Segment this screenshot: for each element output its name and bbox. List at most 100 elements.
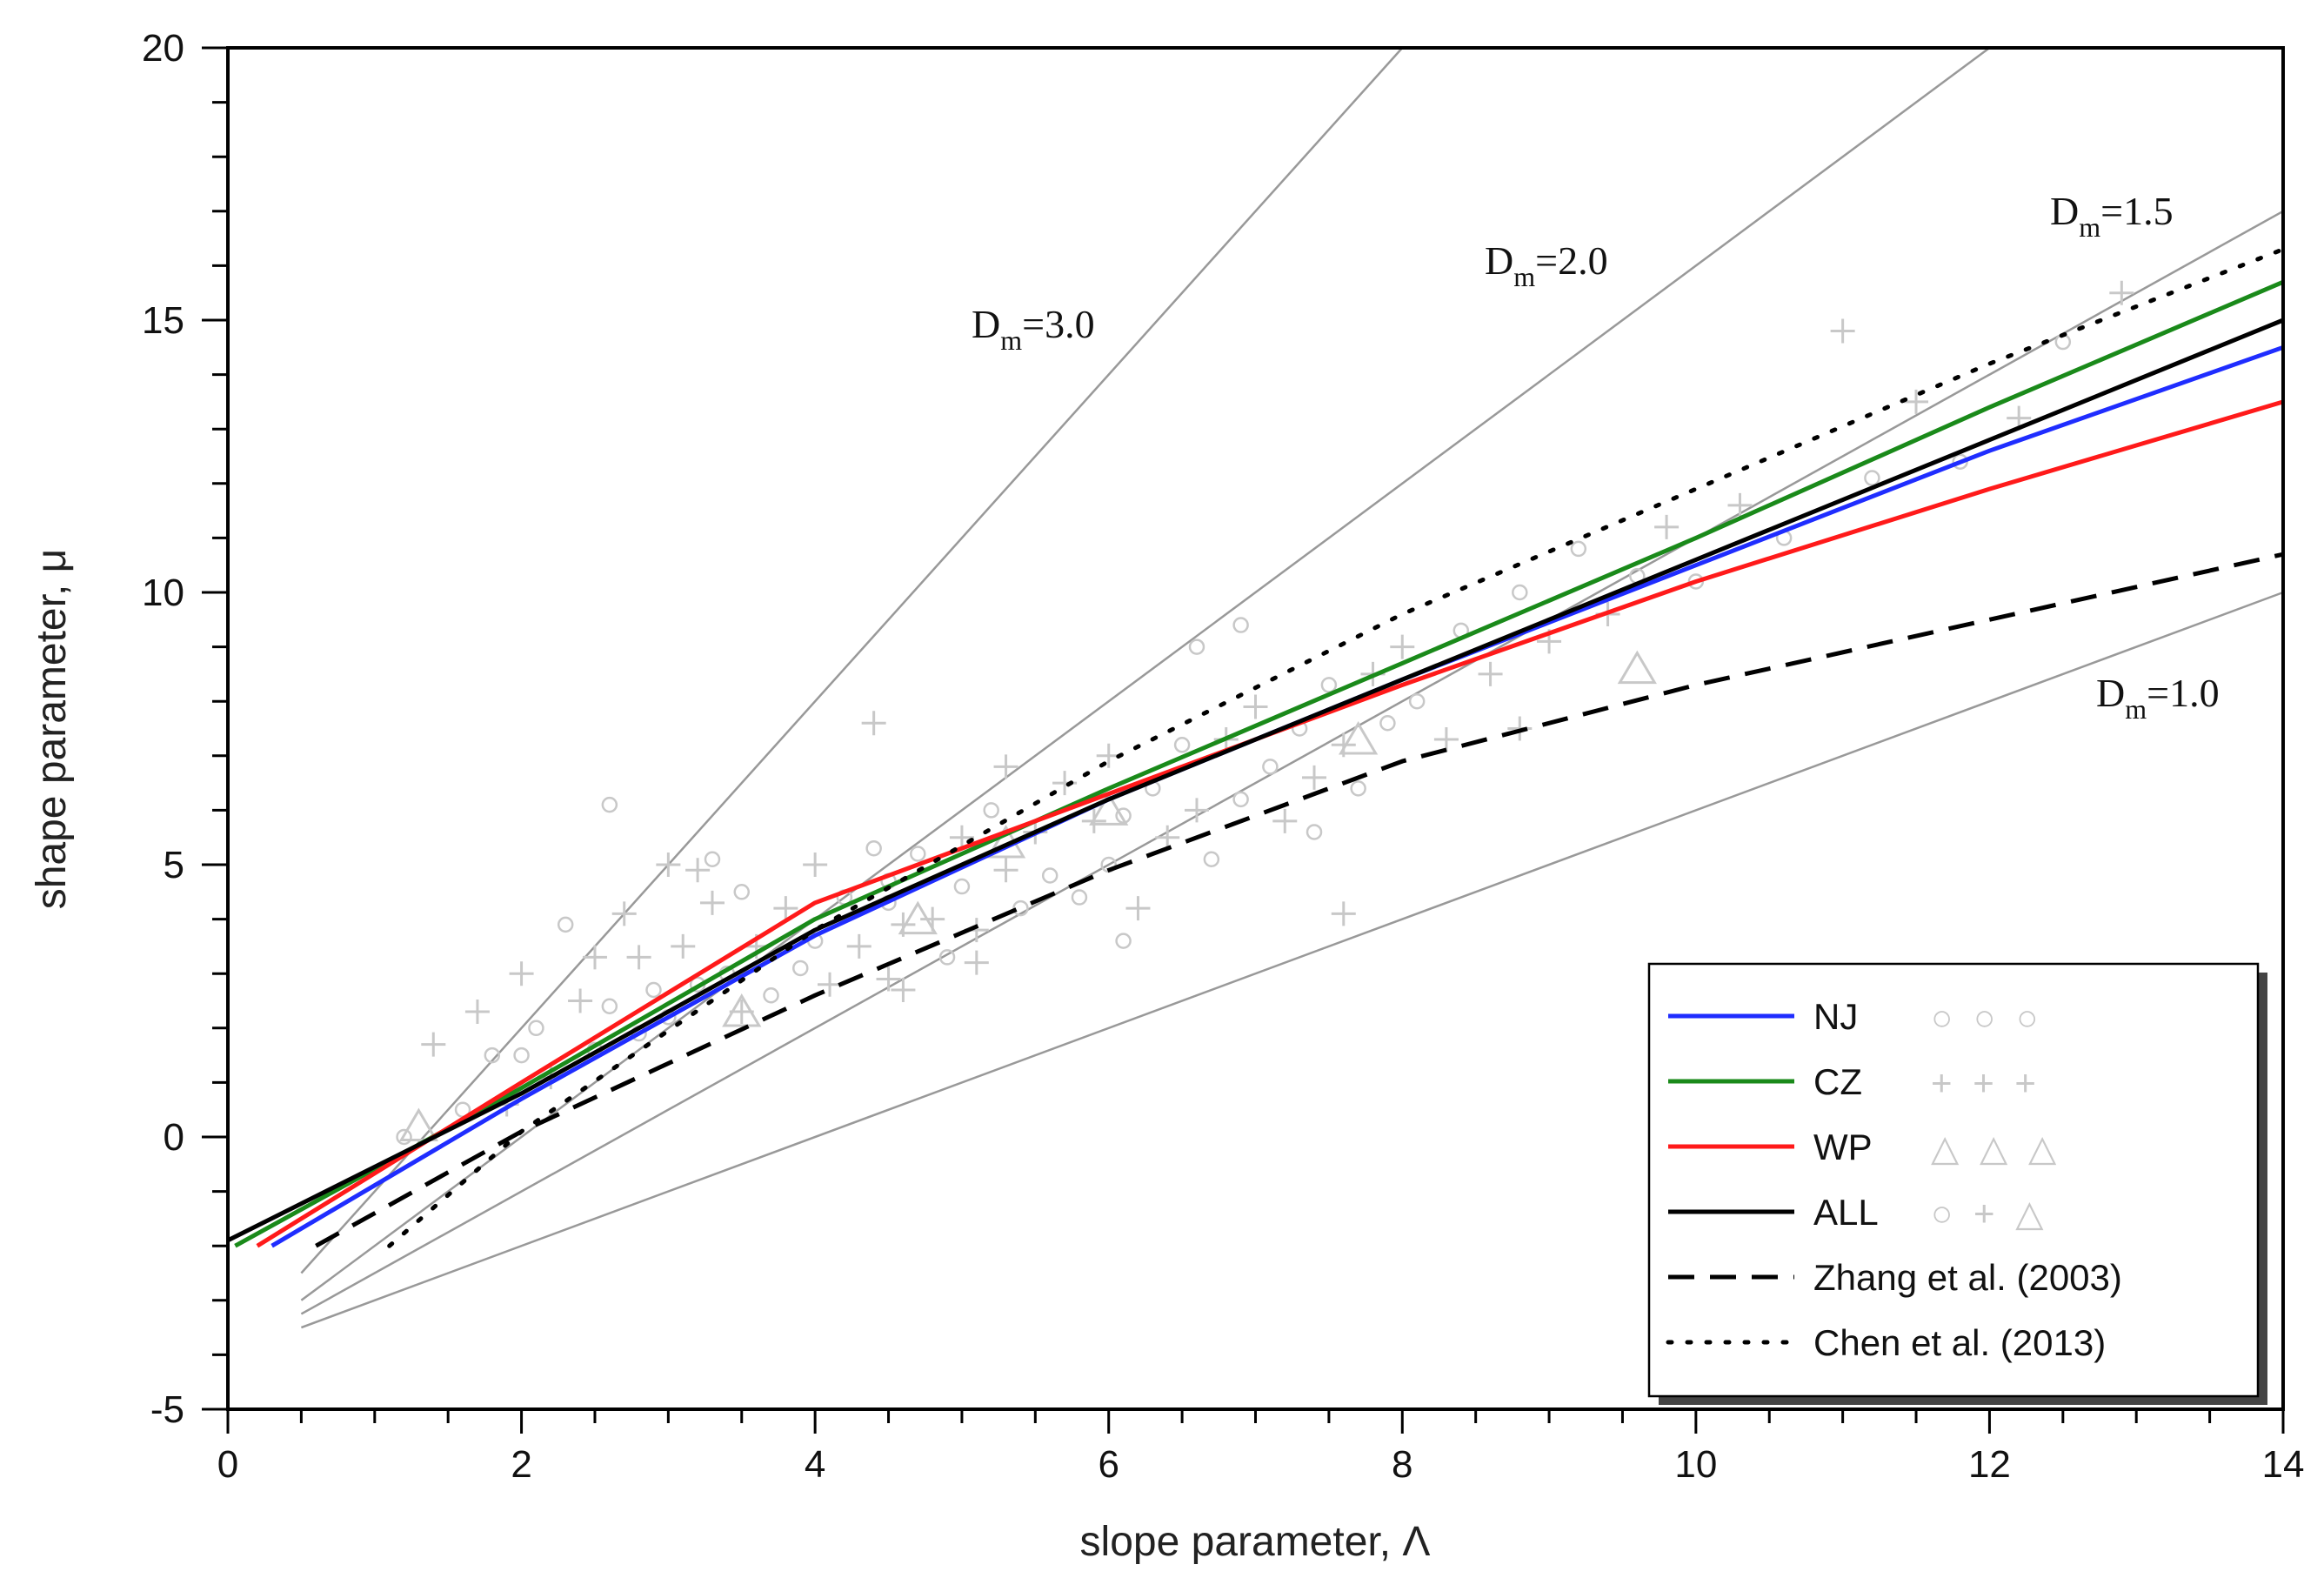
dm-labels: Dm=3.0 Dm=2.0 Dm=1.5 Dm=1.0 [972, 189, 2220, 725]
series-cz [234, 279, 2284, 1248]
scatter-point [582, 945, 607, 970]
legend-box [1647, 962, 2260, 1398]
legend-label-zhang-et-al-2003: Zhang et al. (2003) [1813, 1257, 2122, 1298]
scatter-point [1727, 492, 1753, 518]
x-tick-label: 0 [217, 1443, 238, 1486]
dm-3.0-label: Dm=3.0 [972, 302, 1095, 356]
dm-1.0-line [300, 591, 2284, 1329]
scatter-point [792, 960, 809, 977]
scatter-point [1155, 825, 1180, 850]
scatter-point [1306, 824, 1323, 840]
axes-layer: 0 2 4 6 8 10 12 14 -5 0 5 10 15 20 [142, 27, 2304, 1486]
scatter-point [1331, 901, 1356, 926]
scatter-point [626, 945, 651, 970]
scatter-point [1041, 867, 1058, 884]
scatter-point [733, 884, 750, 900]
scatter-point [513, 1046, 530, 1064]
x-axis-title: slope parameter, Λ [1080, 1519, 1431, 1565]
scatter-point [1654, 514, 1680, 539]
scatter-point [1302, 765, 1327, 790]
legend-label-wp: WP [1813, 1127, 1873, 1167]
scatter-point [818, 972, 843, 997]
legend-items: NJ ○ ○ ○ CZ + + + WP △ △ △ ALL ○ + △ Zhang et al… [1666, 996, 2122, 1363]
scatter-point [763, 986, 779, 1004]
legend-label-chen-et-al-2013: Chen et al. (2013) [1813, 1322, 2106, 1363]
scatter-point [484, 1046, 501, 1064]
scatter-point [910, 846, 926, 862]
legend-symbols-cz: + + + [1931, 1062, 2041, 1103]
scatter-point [876, 966, 901, 992]
dm-1.5-label: Dm=1.5 [2050, 189, 2174, 243]
y-tick-label: -5 [150, 1388, 184, 1431]
legend-label-all: ALL [1813, 1192, 1879, 1233]
legend-symbols-nj: ○ ○ ○ [1931, 997, 2043, 1038]
scatter-point [1408, 692, 1426, 710]
scatter-point [1390, 634, 1415, 659]
x-tick-label: 2 [511, 1443, 531, 1486]
x-tick-label: 4 [805, 1443, 825, 1486]
y-tick-label: 20 [142, 27, 184, 70]
scatter-point [898, 900, 938, 935]
scatter-point [1617, 650, 1657, 685]
scatter-point [722, 993, 762, 1027]
scatter-point [398, 1107, 439, 1141]
scatter-point [1232, 791, 1249, 808]
scatter-point [1071, 889, 1088, 906]
dm-1.0-label: Dm=1.0 [2096, 671, 2220, 725]
scatter-point [528, 1020, 544, 1037]
scatter-point [1115, 807, 1132, 824]
scatter-point [1115, 933, 1132, 949]
scatter-point [601, 796, 618, 813]
scatter-point [949, 825, 974, 850]
scatter-point [1864, 470, 1880, 486]
scatter-point [1320, 677, 1338, 693]
scatter-point [1173, 737, 1191, 753]
legend-symbols-wp: △ △ △ [1931, 1127, 2061, 1168]
scatter-point [1203, 851, 1220, 867]
scatter-point [1570, 540, 1587, 558]
y-tick-label: 15 [142, 299, 184, 342]
legend: NJ ○ ○ ○ CZ + + + WP △ △ △ ALL ○ + △ Zhang et al… [1647, 962, 2267, 1405]
scatter-point [557, 916, 574, 933]
x-tick-label: 8 [1392, 1443, 1412, 1486]
scatter-point [656, 853, 681, 877]
scatter-point [611, 901, 637, 926]
scatter-point [1125, 896, 1151, 921]
dm-3.0-line [300, 47, 1404, 1274]
scatter-point [993, 754, 1018, 779]
scatter-point [699, 890, 725, 915]
scatter-point [601, 998, 618, 1015]
y-tick-label: 0 [164, 1116, 184, 1159]
dm-1.5-line [300, 210, 2284, 1315]
scatter-point [1243, 694, 1268, 719]
scatter-point [1379, 714, 1396, 732]
scatter-point [1262, 759, 1279, 775]
x-tick-label: 12 [1968, 1443, 2011, 1486]
scatter-point [704, 851, 721, 867]
scatter-point [803, 853, 828, 877]
scatter-point [1904, 389, 1929, 414]
scatter-point [1433, 727, 1459, 752]
scatter-point [1339, 721, 1379, 755]
scatter-point [396, 1128, 412, 1146]
scatter-point [983, 802, 999, 819]
scatter-point [865, 839, 882, 857]
legend-label-cz: CZ [1813, 1061, 1862, 1102]
x-tick-label: 6 [1098, 1443, 1119, 1486]
scatter-point [671, 933, 696, 959]
scatter-point [1089, 792, 1129, 826]
scatter-point [2109, 280, 2134, 305]
x-tick-label: 10 [1674, 1443, 1717, 1486]
scatter-point [938, 949, 956, 966]
legend-label-nj: NJ [1813, 996, 1858, 1037]
scatter-point [891, 977, 916, 1002]
scatter-point [1478, 661, 1503, 686]
y-axis-title: shape parameter, μ [29, 549, 75, 910]
scatter-point [861, 711, 886, 736]
scatter-point [773, 896, 798, 921]
scatter-point [1512, 584, 1528, 601]
scatter-point [645, 981, 662, 999]
scatter-point [421, 1032, 446, 1057]
series-chen-et-al-2013 [387, 247, 2286, 1248]
scatter-point [1188, 639, 1205, 655]
